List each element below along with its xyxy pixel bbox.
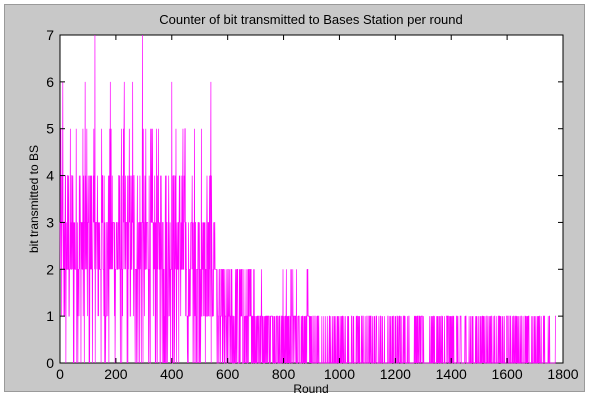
y-tick-label: 1 (46, 308, 54, 324)
y-tick-label: 4 (46, 168, 54, 184)
x-tick-label: 200 (104, 366, 128, 382)
x-axis-title: Round (293, 382, 328, 396)
y-axis-title: bit transmitted to BS (27, 145, 41, 253)
y-tick-label: 3 (46, 214, 54, 230)
plot-area (59, 34, 564, 364)
y-tick-label: 7 (46, 27, 54, 43)
x-tick-label: 1400 (436, 366, 467, 382)
x-tick-label: 400 (160, 366, 184, 382)
x-tick-label: 800 (272, 366, 296, 382)
chart-title: Counter of bit transmitted to Bases Stat… (159, 12, 463, 27)
y-tick-label: 0 (46, 355, 54, 371)
y-tick-label: 6 (46, 74, 54, 90)
y-tick-label: 5 (46, 121, 54, 137)
y-tick-label: 2 (46, 261, 54, 277)
series-layer (59, 34, 557, 364)
x-tick-label: 1600 (492, 366, 523, 382)
x-tick-label: 1200 (380, 366, 411, 382)
series-line (59, 34, 557, 364)
x-tick-label: 1000 (324, 366, 355, 382)
x-tick-label: 600 (216, 366, 240, 382)
axis-layer: 0 200 400 600 800 1000 1200 1400 1600 1800 0 1 2 3 4 5 6… (46, 27, 579, 382)
x-tick-label: 1800 (547, 366, 578, 382)
x-tick-label: 0 (56, 366, 64, 382)
